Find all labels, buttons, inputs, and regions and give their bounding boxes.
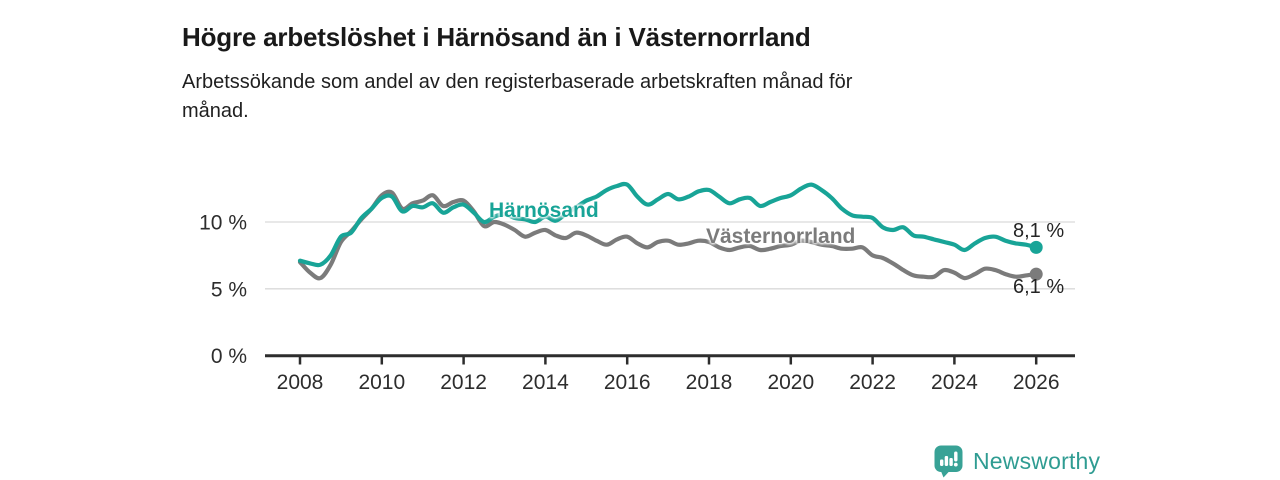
series-end-dot-harnosand (1029, 240, 1043, 254)
x-tick-label: 2012 (440, 371, 487, 394)
subtitle-line-1: Arbetssökande som andel av den registerb… (182, 71, 853, 93)
series-label-vasternorrland: Västernorrland (706, 225, 856, 248)
x-tick-label: 2014 (522, 371, 569, 394)
chart-subtitle: Arbetssökande som andel av den registerb… (182, 68, 1082, 126)
y-tick-label: 0 % (211, 345, 247, 368)
chart-title: Högre arbetslöshet i Härnösand än i Väst… (182, 22, 811, 53)
end-value-label-vasternorrland: 6,1 % (1013, 276, 1065, 298)
end-value-label-harnosand: 8,1 % (1013, 220, 1065, 242)
x-tick-label: 2008 (277, 371, 324, 394)
y-tick-label: 5 % (211, 278, 247, 301)
x-tick-label: 2022 (849, 371, 896, 394)
y-tick-label: 10 % (199, 212, 247, 235)
series-end-dot-vasternorrland (1029, 267, 1043, 281)
series-label-harnosand: Härnösand (489, 199, 599, 222)
x-tick-label: 2016 (604, 371, 651, 394)
subtitle-line-2: månad. (182, 100, 249, 122)
series-line-vasternorrland (297, 189, 1039, 281)
x-tick-label: 2026 (1013, 371, 1060, 394)
series-line-harnosand (297, 181, 1039, 268)
x-tick-label: 2020 (767, 371, 814, 394)
x-tick-label: 2024 (931, 371, 978, 394)
newsworthy-logo-text: Newsworthy (973, 448, 1101, 474)
newsworthy-bar-chart-icon (934, 445, 963, 478)
x-tick-label: 2010 (358, 371, 405, 394)
x-tick-label: 2018 (686, 371, 733, 394)
newsworthy-logo: Newsworthy (934, 445, 1100, 478)
